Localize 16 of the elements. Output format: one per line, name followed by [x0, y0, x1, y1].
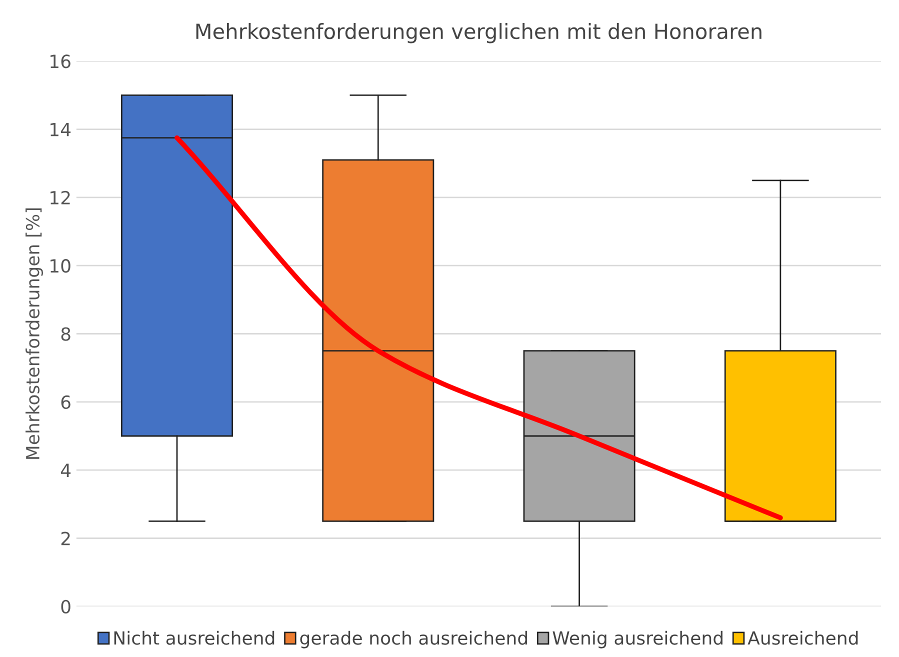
y-tick-label: 2 [61, 532, 70, 546]
y-tick-label: 0 [61, 600, 70, 614]
y-tick-label: 16 [50, 54, 70, 68]
y-tick-label: 8 [61, 327, 70, 341]
y-axis-title: Mehrkostenforderungen [%] [26, 208, 44, 459]
legend-label: Nicht ausreichend [114, 630, 274, 645]
y-tick-label: 6 [61, 395, 70, 410]
legend-label: Ausreichend [748, 630, 858, 645]
chart-title: Mehrkostenforderungen verglichen mit den Honoraren [196, 23, 762, 44]
y-tick-label: 14 [50, 122, 71, 136]
line-series [174, 135, 783, 520]
y-tick-label: 12 [50, 190, 70, 204]
y-tick-label: 4 [60, 464, 71, 477]
legend-label: Wenig ausreichend [552, 630, 722, 648]
legend-label: gerade noch ausreichend [300, 630, 527, 648]
y-tick-label: 10 [50, 259, 70, 273]
